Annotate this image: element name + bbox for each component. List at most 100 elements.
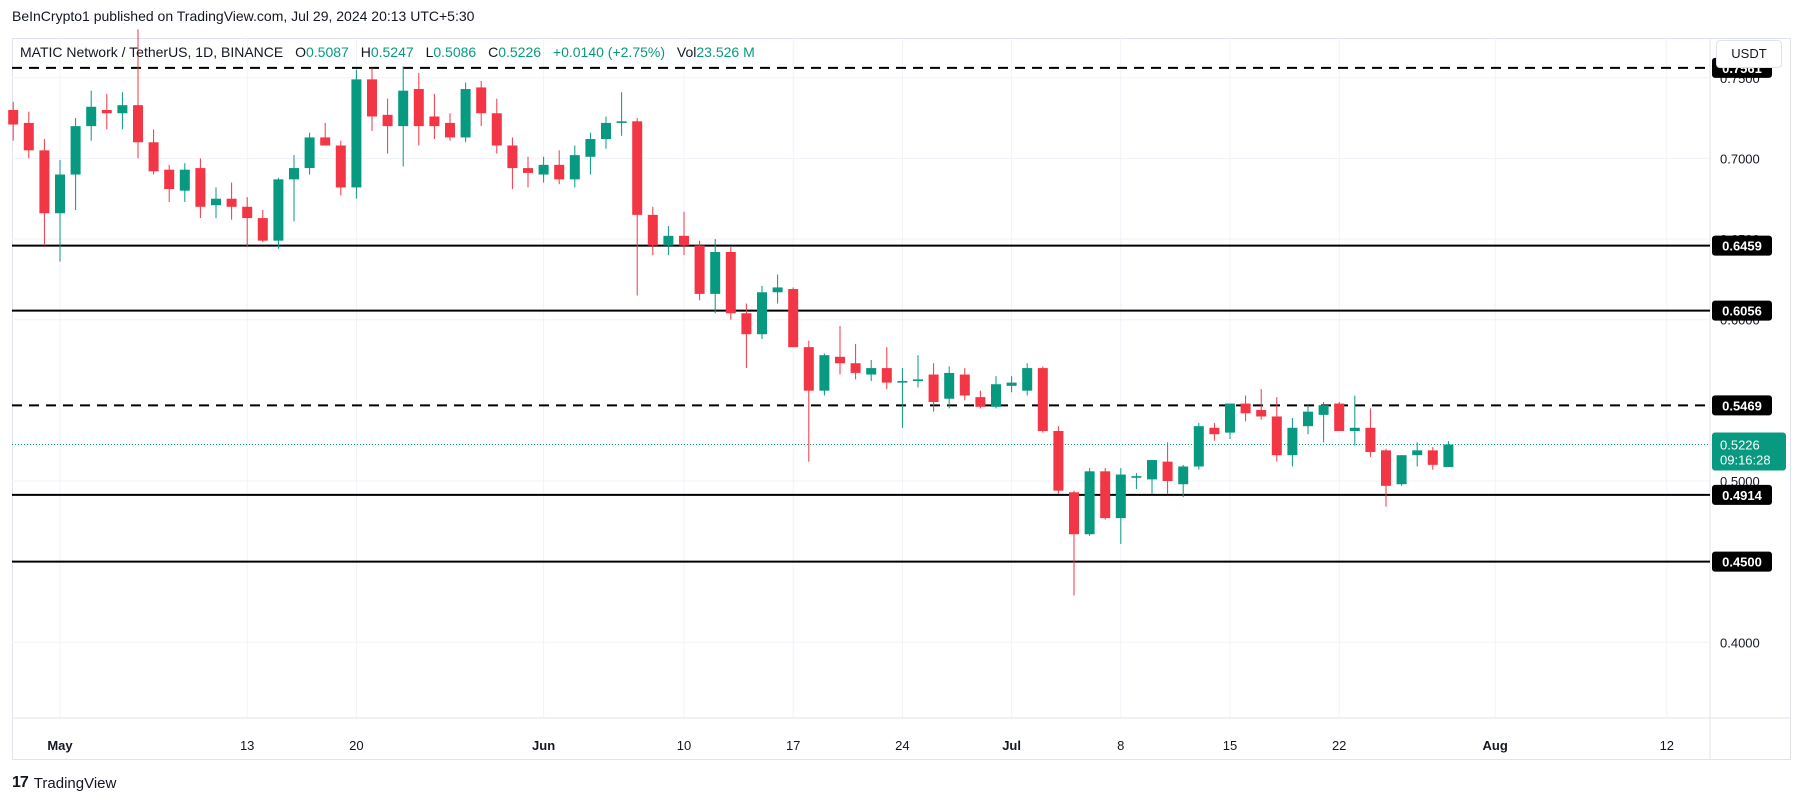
candle-body (1287, 427, 1298, 456)
candle (1100, 468, 1111, 520)
x-tick-label: 17 (786, 738, 800, 753)
time-axis: May 13 20 Jun 10 17 24 Jul 8 15 22 Aug 12 (47, 738, 1674, 753)
candle (117, 92, 128, 130)
candle-body (117, 105, 128, 114)
x-tick-label: Jul (1002, 738, 1021, 753)
candle (476, 80, 487, 127)
candle-body (741, 313, 752, 335)
candle (944, 366, 955, 409)
candle (663, 226, 674, 256)
candle (55, 160, 65, 262)
candle (694, 240, 705, 301)
candle-body (476, 87, 487, 114)
candle (1209, 422, 1220, 441)
candle (1162, 442, 1173, 494)
candle (819, 353, 830, 396)
candle (398, 66, 409, 167)
candle-body (1209, 427, 1220, 435)
candle (23, 111, 34, 159)
candle (211, 187, 221, 219)
candle (1396, 455, 1407, 486)
candle-body (523, 168, 533, 173)
tradingview-logo-icon: 17 (12, 774, 29, 791)
candle (101, 93, 112, 130)
candle-body (257, 218, 268, 241)
candle-body (491, 113, 502, 146)
publish-info: BeInCrypto1 published on TradingView.com… (12, 8, 475, 24)
x-tick-label: 15 (1223, 738, 1237, 753)
x-tick-label: Jun (532, 738, 555, 753)
candle (788, 287, 799, 348)
x-tick-label: Aug (1483, 738, 1508, 753)
candle-body (23, 122, 34, 151)
low-label: L (425, 44, 434, 60)
high-value: 0.5247 (370, 44, 414, 60)
current-price-badge (1712, 432, 1786, 471)
candle (679, 211, 689, 256)
candle-body (1443, 444, 1454, 467)
candle (1069, 490, 1079, 596)
candle-body (1115, 474, 1126, 519)
candle-body (445, 122, 455, 138)
candle (913, 355, 923, 388)
candle-body (507, 145, 518, 169)
candle (975, 390, 986, 409)
level-label: 0.6056 (1722, 304, 1762, 319)
x-tick-label: 22 (1332, 738, 1346, 753)
candle-body (772, 287, 783, 293)
symbol-name[interactable]: MATIC Network / TetherUS, 1D, BINANCE (20, 44, 284, 60)
currency-button[interactable]: USDT (1716, 40, 1782, 68)
candle-body (86, 106, 97, 127)
candle (991, 376, 1001, 409)
candle (39, 139, 50, 246)
candle-body (1178, 466, 1189, 485)
candle (1318, 401, 1329, 443)
candle (850, 343, 861, 380)
candle-body (382, 114, 393, 127)
candle (1037, 366, 1048, 433)
candle (523, 156, 533, 188)
candle-body (1147, 460, 1157, 480)
footer-brand[interactable]: 17 TradingView (12, 774, 116, 792)
candle-body (569, 155, 580, 180)
candle-body (803, 347, 814, 391)
y-tick-label: 0.4000 (1720, 635, 1760, 650)
candle (601, 116, 611, 149)
candle-body (913, 379, 923, 381)
candle (1115, 468, 1126, 544)
candle-body (8, 110, 19, 125)
candle-body (1381, 450, 1391, 486)
close-label: C (488, 44, 499, 60)
candle-body (1022, 368, 1033, 391)
candle-body (1256, 410, 1267, 417)
candle-body (1053, 430, 1064, 491)
candle-body (663, 235, 674, 246)
candle (8, 101, 19, 141)
candle-body (866, 368, 877, 375)
candle-body (757, 292, 767, 335)
candle (1256, 389, 1267, 420)
candle (959, 368, 970, 401)
candle-body (897, 380, 908, 383)
candle-body (975, 397, 986, 407)
high-label: H (360, 44, 371, 60)
candle (289, 155, 299, 222)
candle-body (647, 214, 658, 246)
low-value: 0.5086 (433, 44, 477, 60)
candle (569, 145, 580, 188)
candle (881, 347, 892, 390)
candle (1006, 376, 1017, 393)
candle-body (179, 169, 190, 191)
level-label-box (1712, 235, 1772, 256)
candle (1193, 422, 1204, 470)
candle (133, 29, 143, 159)
candle (1287, 418, 1298, 467)
symbol-legend: MATIC Network / TetherUS, 1D, BINANCE O0… (20, 44, 763, 60)
change-value: +0.0140 (+2.75%) (552, 44, 666, 60)
candle (1084, 468, 1095, 536)
current-price-label: 0.5226 (1720, 438, 1760, 453)
candle-body (1271, 416, 1282, 456)
candle (1053, 426, 1064, 494)
candle (538, 156, 549, 183)
